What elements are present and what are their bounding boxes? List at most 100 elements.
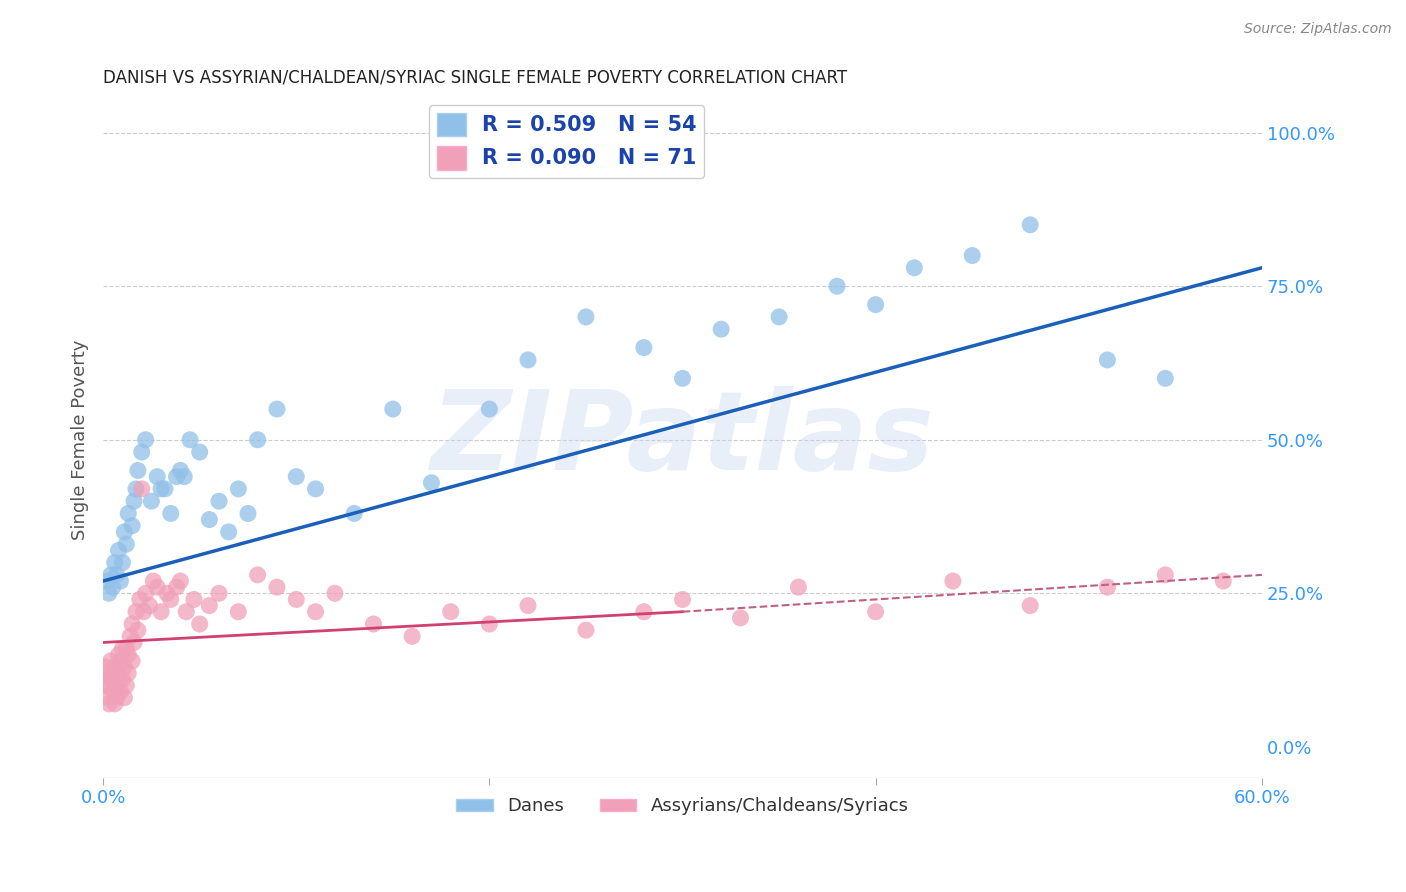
- Point: [710, 322, 733, 336]
- Point: [228, 482, 250, 496]
- Point: [104, 660, 127, 674]
- Point: [121, 654, 143, 668]
- Point: [440, 605, 463, 619]
- Point: [111, 641, 134, 656]
- Point: [122, 635, 145, 649]
- Point: [323, 586, 346, 600]
- Point: [159, 507, 181, 521]
- Point: [787, 580, 810, 594]
- Point: [420, 475, 443, 490]
- Point: [381, 402, 404, 417]
- Point: [166, 580, 188, 594]
- Point: [115, 537, 138, 551]
- Point: [478, 402, 501, 417]
- Point: [146, 469, 169, 483]
- Point: [101, 580, 124, 594]
- Point: [153, 482, 176, 496]
- Y-axis label: Single Female Poverty: Single Female Poverty: [72, 340, 89, 540]
- Text: Source: ZipAtlas.com: Source: ZipAtlas.com: [1244, 22, 1392, 37]
- Point: [101, 684, 124, 698]
- Point: [1154, 567, 1177, 582]
- Point: [105, 567, 128, 582]
- Point: [825, 279, 848, 293]
- Point: [111, 556, 134, 570]
- Point: [183, 592, 205, 607]
- Point: [1097, 352, 1119, 367]
- Point: [138, 599, 160, 613]
- Point: [97, 678, 120, 692]
- Point: [575, 310, 598, 324]
- Point: [121, 617, 143, 632]
- Point: [208, 586, 231, 600]
- Point: [671, 371, 693, 385]
- Point: [135, 586, 157, 600]
- Point: [117, 648, 139, 662]
- Legend: Danes, Assyrians/Chaldeans/Syriacs: Danes, Assyrians/Chaldeans/Syriacs: [450, 790, 915, 822]
- Point: [121, 518, 143, 533]
- Text: DANISH VS ASSYRIAN/CHALDEAN/SYRIAC SINGLE FEMALE POVERTY CORRELATION CHART: DANISH VS ASSYRIAN/CHALDEAN/SYRIAC SINGL…: [103, 69, 848, 87]
- Point: [1154, 371, 1177, 385]
- Point: [633, 605, 655, 619]
- Point: [156, 586, 179, 600]
- Point: [198, 513, 221, 527]
- Point: [115, 678, 138, 692]
- Point: [478, 617, 501, 632]
- Point: [173, 469, 195, 483]
- Point: [141, 494, 163, 508]
- Point: [146, 580, 169, 594]
- Point: [131, 482, 153, 496]
- Point: [228, 605, 250, 619]
- Point: [96, 690, 118, 705]
- Point: [94, 660, 117, 674]
- Point: [768, 310, 790, 324]
- Point: [111, 673, 134, 687]
- Point: [363, 617, 385, 632]
- Point: [218, 524, 240, 539]
- Point: [115, 641, 138, 656]
- Point: [188, 617, 211, 632]
- Point: [865, 298, 887, 312]
- Point: [107, 543, 129, 558]
- Point: [174, 605, 197, 619]
- Point: [105, 690, 128, 705]
- Point: [125, 605, 148, 619]
- Point: [633, 341, 655, 355]
- Point: [865, 605, 887, 619]
- Point: [246, 567, 269, 582]
- Point: [942, 574, 965, 588]
- Point: [110, 654, 132, 668]
- Point: [903, 260, 925, 275]
- Point: [401, 629, 423, 643]
- Point: [112, 690, 135, 705]
- Point: [110, 574, 132, 588]
- Point: [131, 445, 153, 459]
- Point: [122, 494, 145, 508]
- Point: [517, 352, 540, 367]
- Point: [1212, 574, 1234, 588]
- Point: [100, 673, 122, 687]
- Point: [159, 592, 181, 607]
- Point: [1097, 580, 1119, 594]
- Point: [236, 507, 259, 521]
- Point: [575, 623, 598, 637]
- Point: [104, 556, 127, 570]
- Point: [105, 678, 128, 692]
- Point: [730, 611, 752, 625]
- Point: [169, 463, 191, 477]
- Point: [266, 580, 288, 594]
- Point: [142, 574, 165, 588]
- Point: [107, 666, 129, 681]
- Point: [304, 482, 326, 496]
- Point: [97, 586, 120, 600]
- Point: [120, 629, 142, 643]
- Point: [132, 605, 155, 619]
- Point: [671, 592, 693, 607]
- Point: [100, 654, 122, 668]
- Point: [112, 660, 135, 674]
- Point: [343, 507, 366, 521]
- Point: [266, 402, 288, 417]
- Point: [150, 605, 173, 619]
- Point: [285, 469, 308, 483]
- Point: [101, 666, 124, 681]
- Point: [125, 482, 148, 496]
